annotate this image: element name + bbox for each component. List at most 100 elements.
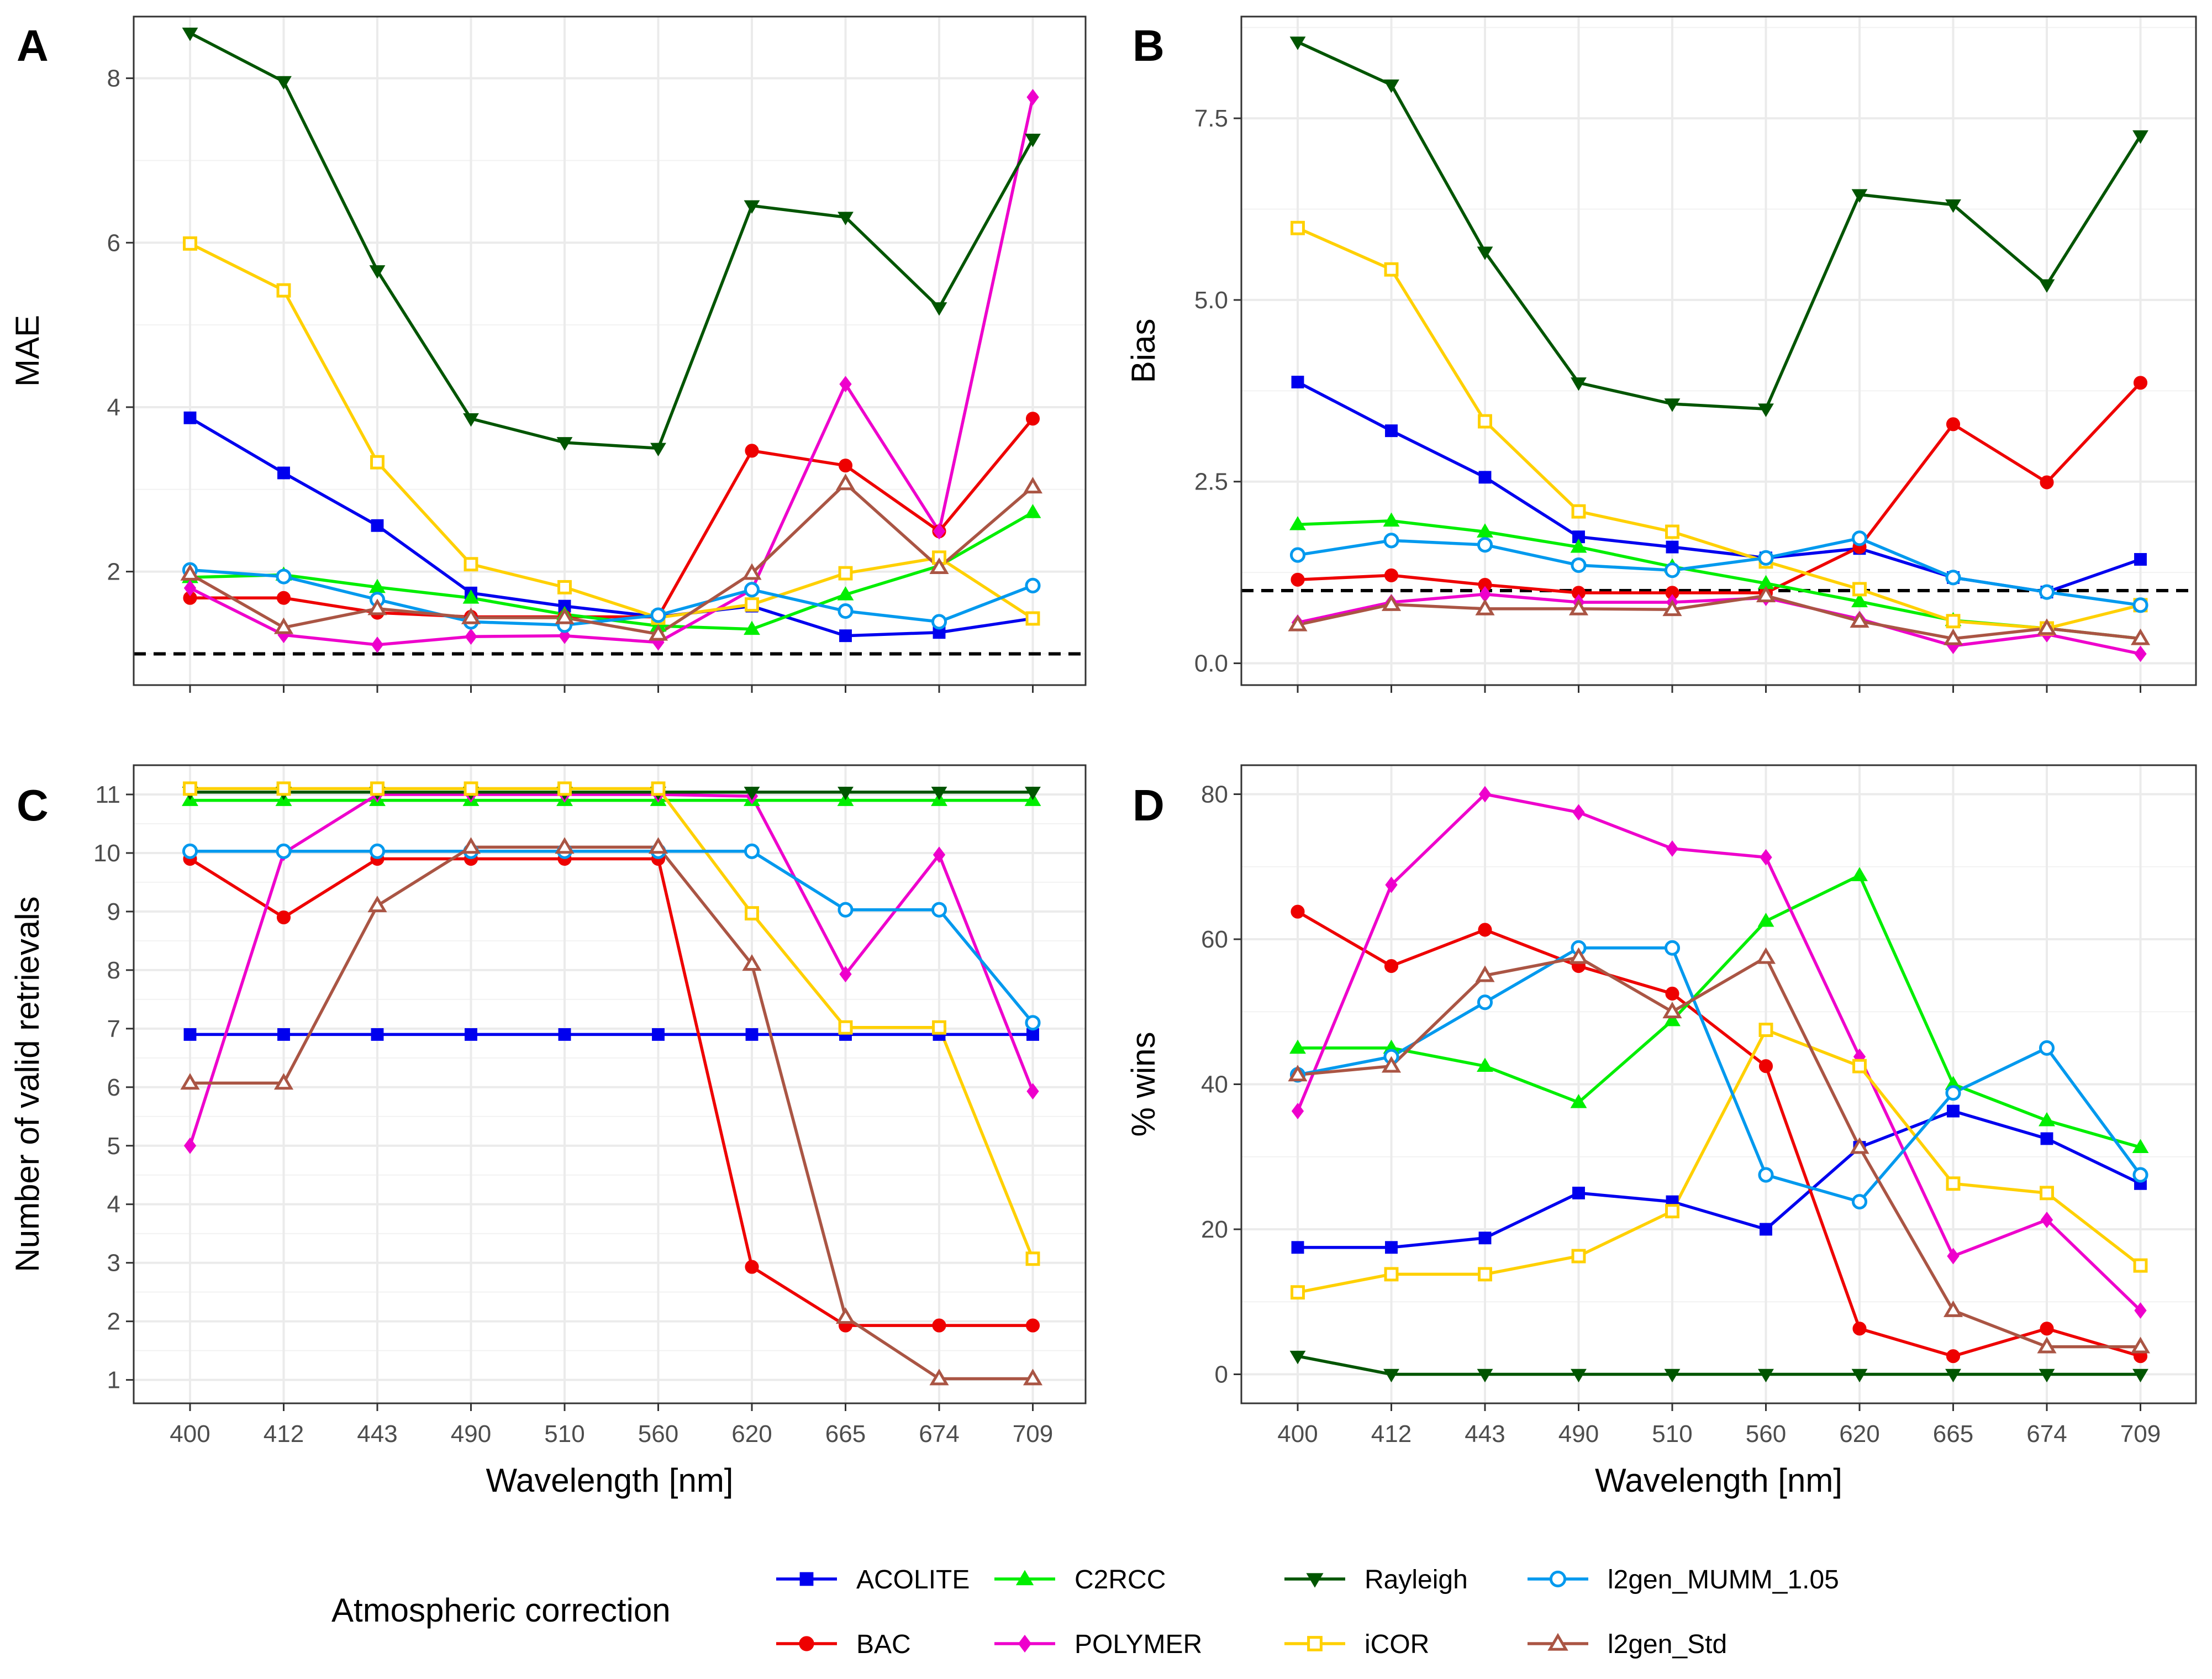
data-point [1289, 1039, 1306, 1054]
data-point [1572, 804, 1585, 821]
data-point [2037, 618, 2057, 635]
data-point [1477, 994, 1493, 1010]
y-tick-label: 0 [1215, 1361, 1228, 1388]
data-point [1025, 1251, 1040, 1266]
data-point [2039, 1369, 2055, 1383]
series-line-rayleigh [1297, 1354, 2141, 1376]
series-line-icor [189, 242, 1034, 620]
data-point [1025, 577, 1041, 593]
data-point [180, 564, 200, 581]
data-point [2134, 1302, 2147, 1319]
data-point [745, 906, 759, 921]
data-point [1946, 614, 1961, 629]
series-line-l2gen-std [190, 845, 1033, 1381]
series-markers-icor [183, 236, 1040, 626]
panel-d: 0 20 40 60 80 400 412 443 490 510 560 620 665 674 709%… [1125, 764, 2197, 1499]
data-point [1662, 599, 1682, 617]
legend-label: l2gen_Std [1608, 1630, 1727, 1659]
data-point [1477, 1369, 1493, 1383]
data-point [1852, 582, 1867, 597]
series-markers-icor [183, 781, 1040, 1266]
data-point [1289, 547, 1306, 563]
series-line-l2gen-mumm-1-05 [1297, 536, 2141, 607]
data-point [465, 1028, 477, 1041]
data-point [2133, 376, 2148, 390]
y-tick-label: 4 [107, 394, 120, 421]
y-axis-title: MAE [9, 315, 46, 387]
x-tick-label: 674 [919, 1420, 959, 1448]
data-point [1023, 477, 1043, 494]
data-point [464, 557, 478, 572]
legend-key-marker [799, 1572, 814, 1586]
data-point [2132, 1369, 2148, 1383]
data-point [1947, 1104, 1960, 1118]
data-point [1852, 1322, 1867, 1336]
series-markers-l2gen-mumm-1-05 [1289, 530, 2148, 613]
data-point [1383, 512, 1400, 527]
legend-item-rayleigh: Rayleigh [1284, 1565, 1468, 1594]
data-point [1947, 1248, 1960, 1265]
data-point [1383, 1369, 1399, 1383]
series-line-icor [1297, 1028, 2142, 1294]
data-point [555, 607, 575, 624]
panel-c: 1 2 3 4 5 6 7 8 9 10 11 400 412 443 490 510 560 620 665 674… [9, 764, 1087, 1499]
data-point [838, 212, 854, 225]
x-tick-label: 665 [825, 1420, 866, 1448]
data-point [839, 629, 852, 643]
series-markers-bac [183, 851, 1040, 1333]
series-line-bac [1297, 381, 2142, 594]
data-point [745, 444, 759, 458]
data-point [2039, 1040, 2055, 1056]
data-point [1291, 376, 1304, 389]
data-point [932, 1318, 946, 1333]
data-point [1664, 1369, 1681, 1383]
data-point [2130, 628, 2151, 645]
data-point [1025, 133, 1041, 148]
data-point [1025, 1318, 1040, 1333]
data-point [183, 580, 197, 597]
series-line-l2gen-std [189, 482, 1034, 636]
data-point [1851, 1369, 1868, 1383]
data-point [652, 1028, 665, 1041]
panel-b: 0.0 2.5 5.0 7.5 Bias B [1125, 15, 2197, 693]
data-point [1478, 1231, 1492, 1245]
data-point [183, 1137, 197, 1154]
panel-border [1240, 15, 2197, 686]
legend-label: C2RCC [1075, 1565, 1166, 1594]
data-point [745, 1260, 759, 1274]
legend-title: Atmospheric correction [331, 1592, 671, 1629]
data-point [1945, 1085, 1961, 1101]
x-tick-label: 400 [1277, 1420, 1318, 1448]
series-markers-l2gen-mumm-1-05 [1289, 940, 2148, 1210]
data-point [367, 896, 387, 913]
data-point [371, 1028, 384, 1041]
series-line-acolite [1297, 381, 2141, 594]
series-markers-l2gen-std [180, 473, 1043, 641]
data-point [277, 466, 290, 480]
data-point [2039, 279, 2055, 293]
series-markers-l2gen-std [1288, 947, 2151, 1354]
data-point [1478, 786, 1492, 803]
data-point [1758, 1369, 1774, 1383]
legend-item-l2gen-std: l2gen_Std [1528, 1630, 1727, 1659]
data-point [2040, 1186, 2054, 1201]
data-point [838, 603, 854, 619]
data-point [744, 786, 760, 801]
legend-key-marker [1018, 1634, 1032, 1653]
data-point [933, 846, 946, 863]
series-markers-rayleigh [182, 27, 1041, 456]
data-point [1478, 923, 1492, 937]
legend-item-acolite: ACOLITE [776, 1565, 970, 1594]
data-point [1756, 947, 1776, 964]
data-point [1572, 1186, 1585, 1199]
data-point [1945, 570, 1961, 586]
data-point [1664, 562, 1681, 578]
x-tick-label: 490 [1558, 1420, 1599, 1448]
data-point [465, 628, 477, 645]
y-tick-label: 7 [107, 1015, 120, 1043]
y-tick-label: 80 [1201, 781, 1228, 808]
series-markers-bac [1291, 904, 2148, 1364]
series-line-icor [1297, 227, 2141, 630]
data-point [1475, 965, 1495, 982]
data-point [462, 590, 480, 604]
